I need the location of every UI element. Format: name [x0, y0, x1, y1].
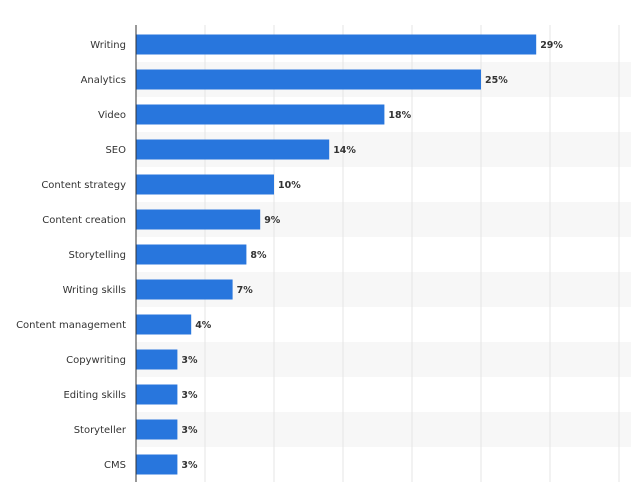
- value-label: 4%: [195, 320, 212, 331]
- bar-writing-skills: [136, 279, 233, 300]
- category-label: Storyteller: [74, 425, 127, 436]
- value-label: 3%: [181, 355, 198, 366]
- category-label: Editing skills: [63, 390, 126, 401]
- category-label: Writing: [90, 40, 126, 51]
- value-label: 3%: [181, 390, 198, 401]
- category-label: SEO: [105, 145, 126, 156]
- bar-video: [136, 104, 385, 125]
- value-label: 7%: [237, 285, 254, 296]
- category-label: Content strategy: [41, 180, 126, 191]
- bar-analytics: [136, 69, 481, 90]
- value-label: 14%: [333, 145, 356, 156]
- category-label: Content management: [16, 320, 126, 331]
- category-label: Content creation: [42, 215, 126, 226]
- bar-content-management: [136, 314, 192, 335]
- bar-content-creation: [136, 209, 261, 230]
- value-label: 9%: [264, 215, 281, 226]
- bar-seo: [136, 139, 330, 160]
- category-label: Storytelling: [68, 250, 126, 261]
- value-label: 18%: [388, 110, 411, 121]
- category-label: Copywriting: [66, 355, 126, 366]
- bar-content-strategy: [136, 174, 274, 195]
- bar-storyteller: [136, 419, 178, 440]
- row-band: [136, 412, 631, 447]
- bar-editing-skills: [136, 384, 178, 405]
- bar-copywriting: [136, 349, 178, 370]
- row-band: [136, 342, 631, 377]
- category-label: Writing skills: [63, 285, 126, 296]
- category-label: CMS: [104, 460, 126, 471]
- value-label: 3%: [181, 425, 198, 436]
- category-label: Video: [98, 110, 126, 121]
- value-label: 8%: [250, 250, 267, 261]
- bar-cms: [136, 454, 178, 475]
- value-label: 3%: [181, 460, 198, 471]
- value-label: 10%: [278, 180, 301, 191]
- value-label: 29%: [540, 40, 563, 51]
- bar-storytelling: [136, 244, 247, 265]
- category-label: Analytics: [81, 75, 126, 86]
- value-label: 25%: [485, 75, 508, 86]
- bar-writing: [136, 34, 537, 55]
